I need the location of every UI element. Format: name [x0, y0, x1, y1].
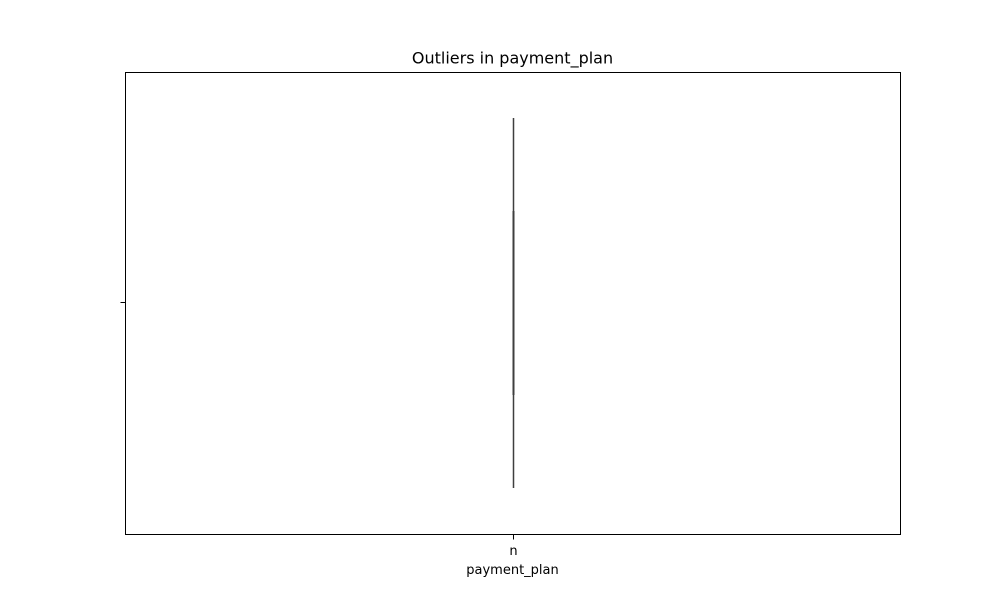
x-axis-label: payment_plan: [466, 563, 558, 578]
x-tick-labels: n: [509, 534, 518, 559]
chart-title: Outliers in payment_plan: [412, 49, 613, 69]
x-tick-label: n: [509, 544, 517, 559]
